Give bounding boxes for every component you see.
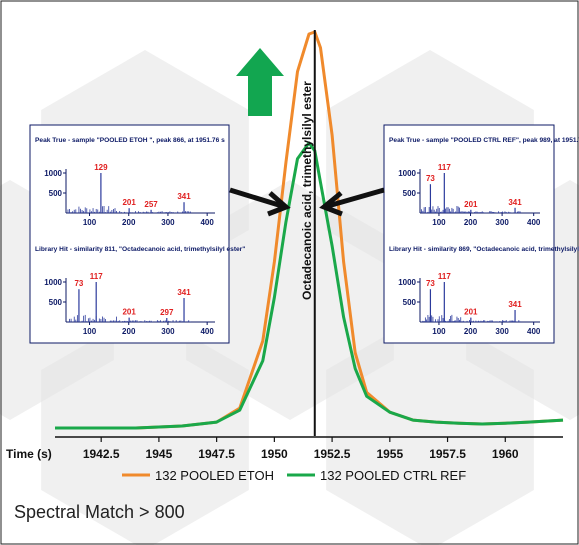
peak-label: 73 <box>74 279 83 288</box>
x-tick-label: 1945 <box>146 447 173 461</box>
peak-label: 257 <box>144 200 158 209</box>
peak-label: 341 <box>508 198 522 207</box>
inset-x-tick-label: 300 <box>161 218 175 227</box>
peak-label: 297 <box>160 308 174 317</box>
peak-label: 341 <box>177 192 191 201</box>
legend-label-etoh: 132 POOLED ETOH <box>155 468 274 483</box>
x-tick-label: 1960 <box>492 447 519 461</box>
spectral-match-caption: Spectral Match > 800 <box>14 502 185 522</box>
peak-label: 73 <box>426 174 435 183</box>
right-pointer-arrow-shaft <box>327 187 385 209</box>
x-tick-label: 1950 <box>261 447 288 461</box>
inset-y-tick-label: 500 <box>403 189 417 198</box>
inset-frame <box>29 124 230 344</box>
left-pointer-arrow-shaft <box>229 187 283 209</box>
inset-box-1: Peak True - sample "POOLED CTRL REF", pe… <box>383 124 579 344</box>
inset-x-tick-label: 400 <box>200 218 214 227</box>
inset-x-tick-label: 100 <box>432 218 446 227</box>
inset-x-tick-label: 200 <box>464 218 478 227</box>
left-pointer-arrow-icon <box>267 191 291 217</box>
legend-label-ctrl-ref: 132 POOLED CTRL REF <box>320 468 466 483</box>
peak-label: 73 <box>426 279 435 288</box>
inset-x-tick-label: 100 <box>83 218 97 227</box>
up-arrow-icon <box>236 48 284 116</box>
series-line-1 <box>55 141 564 430</box>
inset-title: Peak True - sample "POOLED ETOH ", peak … <box>35 137 225 144</box>
x-axis: 1942.5 1945 1947.5 1950 1952.5 1955 1957.5 1960 <box>55 436 563 461</box>
peak-label: 117 <box>438 163 451 172</box>
series-layer <box>55 30 564 430</box>
inset-x-tick-label: 200 <box>122 218 136 227</box>
inset-title: Library Hit - similarity 811, "Octadecan… <box>35 246 245 253</box>
peak-label: 201 <box>122 198 136 207</box>
pointer-arrows <box>229 187 385 217</box>
up-arrow-shape <box>236 48 284 116</box>
spectra-insets: Peak True - sample "POOLED ETOH ", peak … <box>29 124 579 344</box>
inset-x-tick-label: 400 <box>527 218 541 227</box>
x-tick-label: 1957.5 <box>429 447 466 461</box>
inset-y-tick-label: 500 <box>403 298 417 307</box>
inset-x-tick-label: 200 <box>464 327 478 336</box>
inset-x-tick-label: 100 <box>432 327 446 336</box>
inset-y-tick-label: 1000 <box>398 169 416 178</box>
peak-label: 341 <box>177 288 191 297</box>
inset-box-0: Peak True - sample "POOLED ETOH ", peak … <box>29 124 245 344</box>
inset-x-tick-label: 400 <box>527 327 541 336</box>
x-tick-label: 1942.5 <box>83 447 120 461</box>
peak-label: 201 <box>464 308 478 317</box>
x-tick-label: 1952.5 <box>314 447 351 461</box>
inset-x-tick-label: 300 <box>161 327 175 336</box>
inset-x-tick-label: 100 <box>83 327 97 336</box>
peak-label: 117 <box>438 272 451 281</box>
peak-label: 201 <box>464 200 478 209</box>
retention-marker-label: Octadecanoic acid, trimethylsilyl ester <box>300 81 314 300</box>
inset-y-tick-label: 1000 <box>44 169 62 178</box>
inset-x-tick-label: 400 <box>200 327 214 336</box>
peak-label: 201 <box>122 308 136 317</box>
peak-label: 129 <box>94 163 108 172</box>
inset-x-tick-label: 300 <box>495 218 509 227</box>
inset-y-tick-label: 1000 <box>44 278 62 287</box>
x-tick-label: 1955 <box>376 447 403 461</box>
x-tick-label: 1947.5 <box>198 447 235 461</box>
inset-y-tick-label: 500 <box>49 298 63 307</box>
peak-label: 341 <box>508 300 522 309</box>
right-pointer-arrow-icon <box>319 191 343 217</box>
inset-title: Library Hit - similarity 869, "Octadecan… <box>389 246 579 253</box>
inset-x-tick-label: 200 <box>122 327 136 336</box>
x-axis-label: Time (s) <box>6 447 52 461</box>
inset-y-tick-label: 1000 <box>398 278 416 287</box>
inset-y-tick-label: 500 <box>49 189 63 198</box>
inset-title: Peak True - sample "POOLED CTRL REF", pe… <box>389 137 579 144</box>
peak-label: 117 <box>90 272 103 281</box>
inset-x-tick-label: 300 <box>495 327 509 336</box>
inset-frame <box>383 124 555 344</box>
legend: 132 POOLED ETOH 132 POOLED CTRL REF <box>122 468 466 483</box>
